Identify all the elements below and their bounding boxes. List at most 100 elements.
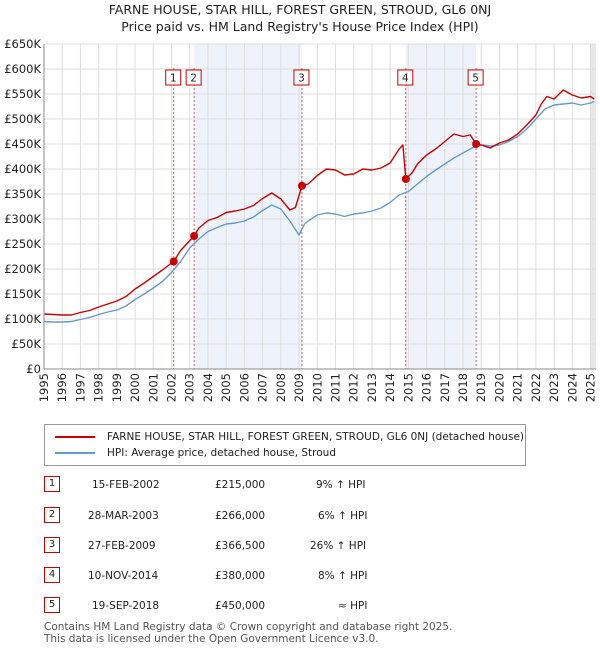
sale-price: £380,000 bbox=[215, 570, 266, 582]
legend-entry-property: FARNE HOUSE, STAR HILL, FOREST GREEN, ST… bbox=[55, 429, 524, 445]
sale-number: 3 bbox=[44, 537, 60, 553]
y-tick-label: £550K bbox=[4, 87, 41, 101]
footer-copyright: Contains HM Land Registry data © Crown c… bbox=[44, 621, 453, 633]
x-tick-label: 2020 bbox=[492, 373, 506, 402]
y-tick-label: £100K bbox=[4, 312, 41, 326]
x-tick-label: 2000 bbox=[128, 373, 142, 402]
sale-point bbox=[401, 175, 410, 183]
sale-label: 3 bbox=[298, 73, 305, 85]
x-tick-label: 2019 bbox=[474, 373, 488, 402]
legend-entry-hpi: HPI: Average price, detached house, Stro… bbox=[55, 445, 336, 461]
y-tick-label: £50K bbox=[12, 337, 42, 351]
sale-price: £266,000 bbox=[215, 510, 266, 522]
sale-row: 5 19-SEP-2018 £450,000 ≈ HPI bbox=[0, 597, 600, 617]
sale-label: 1 bbox=[170, 73, 177, 85]
sale-date: 27-FEB-2009 bbox=[88, 540, 156, 552]
hpi-line bbox=[43, 100, 595, 323]
sale-label-box bbox=[467, 69, 484, 86]
x-tick-label: 1995 bbox=[37, 373, 51, 402]
x-tick-label: 2022 bbox=[529, 373, 543, 402]
axes: £0 £50K £100K £150K £200K £250K £300K £350K £400… bbox=[4, 37, 597, 402]
x-tick-label: 2018 bbox=[456, 373, 470, 402]
sale-number: 5 bbox=[44, 597, 60, 613]
legend: FARNE HOUSE, STAR HILL, FOREST GREEN, ST… bbox=[44, 424, 526, 466]
y-tick-label: £150K bbox=[4, 287, 41, 301]
y-tick-label: £450K bbox=[4, 137, 41, 151]
sale-point bbox=[297, 181, 306, 190]
y-tick-label: £250K bbox=[4, 237, 41, 251]
sale-date: 28-MAR-2003 bbox=[88, 510, 159, 522]
x-tick-label: 2001 bbox=[146, 373, 160, 402]
sale-label-box bbox=[397, 69, 414, 86]
y-tick-label: £200K bbox=[4, 262, 41, 276]
sale-point bbox=[169, 257, 178, 266]
y-tick-label: £300K bbox=[4, 212, 41, 226]
y-tick-label: £400K bbox=[4, 162, 41, 176]
sale-row: 3 27-FEB-2009 £366,500 26% ↑ HPI bbox=[0, 537, 600, 557]
y-tick-label: £0 bbox=[26, 362, 41, 376]
x-tick-label: 2014 bbox=[383, 373, 397, 402]
legend-label-property: FARNE HOUSE, STAR HILL, FOREST GREEN, ST… bbox=[107, 431, 525, 443]
x-tick-label: 1996 bbox=[55, 373, 69, 402]
x-tick-label: 2024 bbox=[565, 373, 579, 402]
sale-point bbox=[472, 140, 481, 148]
x-tick-label: 2008 bbox=[274, 373, 288, 402]
sale-date: 19-SEP-2018 bbox=[92, 600, 160, 612]
x-tick-label: 2012 bbox=[347, 373, 361, 402]
sale-markers: 1 2 3 4 5 bbox=[165, 69, 484, 266]
sale-number: 1 bbox=[44, 476, 60, 492]
footer-licence: This data is licensed under the Open Gov… bbox=[44, 633, 379, 645]
shaded-period bbox=[194, 44, 302, 369]
x-tick-label: 2006 bbox=[237, 373, 251, 402]
legend-swatch-hpi bbox=[55, 452, 95, 454]
sale-label: 4 bbox=[402, 73, 409, 85]
series-lines bbox=[43, 89, 595, 323]
x-tick-label: 2004 bbox=[201, 373, 215, 402]
sale-price: £215,000 bbox=[215, 479, 266, 491]
x-tick-label: 2011 bbox=[328, 373, 342, 402]
sale-number: 4 bbox=[44, 567, 60, 583]
sale-label-box bbox=[293, 69, 310, 86]
plot-background bbox=[44, 44, 596, 369]
sale-hpi: 6% ↑ HPI bbox=[318, 510, 368, 522]
sale-hpi: 8% ↑ HPI bbox=[318, 570, 368, 582]
sale-label: 2 bbox=[190, 73, 197, 85]
x-tick-label: 2010 bbox=[310, 373, 324, 402]
chart-title: FARNE HOUSE, STAR HILL, FOREST GREEN, ST… bbox=[109, 2, 491, 17]
shaded-period bbox=[405, 44, 477, 369]
x-tick-label: 1999 bbox=[110, 373, 124, 402]
sale-point bbox=[190, 232, 199, 240]
x-tick-label: 2021 bbox=[511, 373, 525, 402]
x-tick-label: 1998 bbox=[92, 373, 106, 402]
chart-subtitle: Price paid vs. HM Land Registry's House … bbox=[121, 19, 478, 34]
sale-number: 2 bbox=[44, 507, 60, 523]
x-tick-label: 2015 bbox=[401, 373, 415, 402]
x-tick-label: 2025 bbox=[584, 373, 598, 402]
sale-label-box bbox=[185, 69, 202, 86]
sale-hpi: 9% ↑ HPI bbox=[316, 479, 366, 491]
future-area bbox=[590, 44, 596, 369]
sale-date: 15-FEB-2002 bbox=[92, 479, 160, 491]
x-tick-label: 2003 bbox=[183, 373, 197, 402]
sale-date: 10-NOV-2014 bbox=[88, 570, 159, 582]
x-tick-label: 2009 bbox=[292, 373, 306, 402]
x-tick-label: 2023 bbox=[547, 373, 561, 402]
x-tick-label: 2017 bbox=[438, 373, 452, 402]
x-tick-label: 2007 bbox=[256, 373, 270, 402]
sale-label: 5 bbox=[472, 73, 479, 85]
sale-price: £366,500 bbox=[215, 540, 266, 552]
sale-row: 2 28-MAR-2003 £266,000 6% ↑ HPI bbox=[0, 507, 600, 527]
y-tick-label: £350K bbox=[4, 187, 41, 201]
shaded-periods bbox=[44, 44, 596, 369]
y-tick-label: £500K bbox=[4, 112, 41, 126]
x-tick-label: 2013 bbox=[365, 373, 379, 402]
sale-row: 4 10-NOV-2014 £380,000 8% ↑ HPI bbox=[0, 567, 600, 587]
footer: Contains HM Land Registry data © Crown c… bbox=[44, 621, 452, 645]
price-chart: FARNE HOUSE, STAR HILL, FOREST GREEN, ST… bbox=[4, 2, 597, 402]
x-tick-label: 2005 bbox=[219, 373, 233, 402]
grid bbox=[43, 43, 596, 370]
sale-label-box bbox=[165, 69, 182, 86]
x-tick-label: 2002 bbox=[165, 373, 179, 402]
y-tick-label: £650K bbox=[4, 37, 41, 51]
y-tick-label: £600K bbox=[4, 62, 41, 76]
